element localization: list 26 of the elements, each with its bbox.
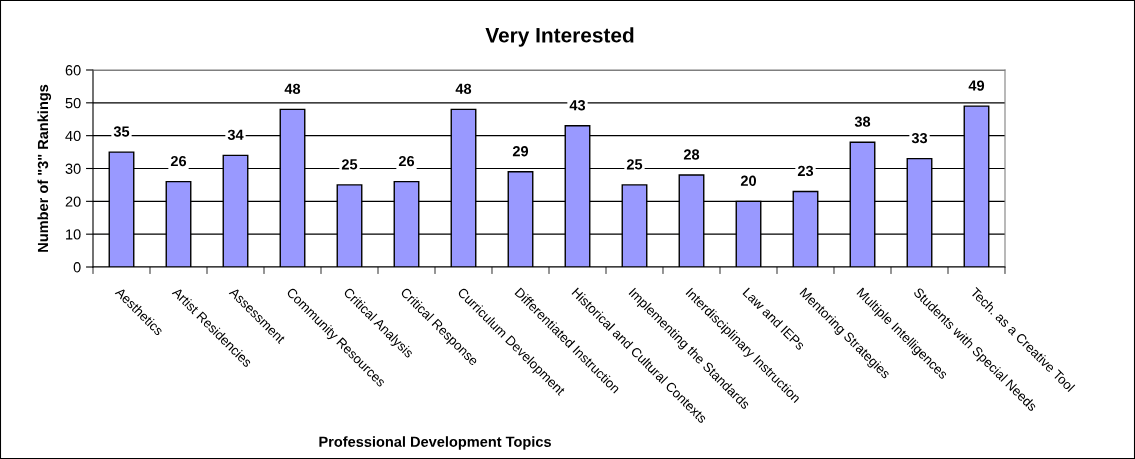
data-label: 33	[911, 132, 928, 144]
y-tick-label: 0	[73, 262, 81, 273]
y-axis-title: Number of "3" Rankings	[37, 84, 52, 252]
data-label: 20	[740, 175, 757, 186]
data-label: 48	[455, 83, 472, 95]
data-label: 28	[683, 149, 700, 160]
data-label: 26	[170, 155, 187, 167]
data-label: 43	[569, 100, 586, 111]
data-label: 23	[797, 165, 814, 177]
y-tick-label: 20	[65, 196, 81, 207]
data-label: 25	[341, 159, 358, 170]
x-axis-title: Professional Development Topics	[319, 436, 551, 450]
data-label: 26	[398, 155, 415, 167]
y-tick-label: 50	[65, 97, 81, 109]
data-label: 34	[227, 129, 244, 140]
data-label: 49	[968, 80, 985, 91]
data-label: 29	[512, 146, 529, 157]
data-label: 48	[284, 83, 301, 95]
data-label: 38	[854, 116, 871, 127]
y-tick-label: 40	[65, 130, 81, 142]
y-tick-label: 10	[66, 229, 81, 240]
y-tick-label: 30	[65, 163, 81, 174]
chart-title: Very Interested	[485, 27, 634, 47]
y-tick-label: 60	[65, 65, 81, 76]
data-label: 25	[626, 159, 643, 170]
data-label: 35	[113, 126, 130, 137]
